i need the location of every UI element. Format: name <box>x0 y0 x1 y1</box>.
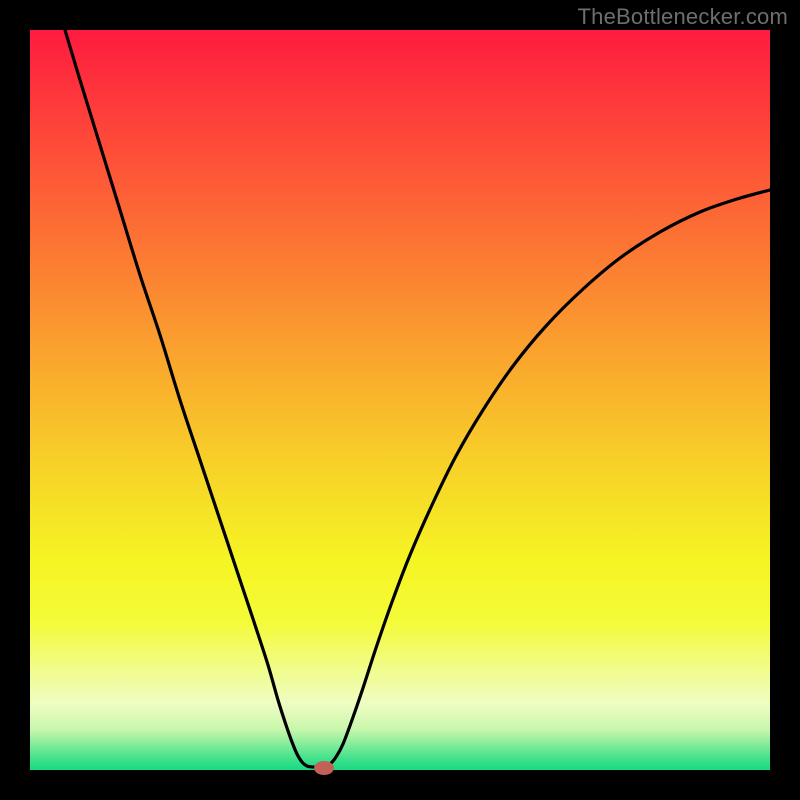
optimal-point-marker <box>314 761 334 775</box>
chart-svg <box>0 0 800 800</box>
plot-area <box>30 30 770 770</box>
watermark-text: TheBottlenecker.com <box>578 4 788 30</box>
bottleneck-chart: TheBottlenecker.com <box>0 0 800 800</box>
